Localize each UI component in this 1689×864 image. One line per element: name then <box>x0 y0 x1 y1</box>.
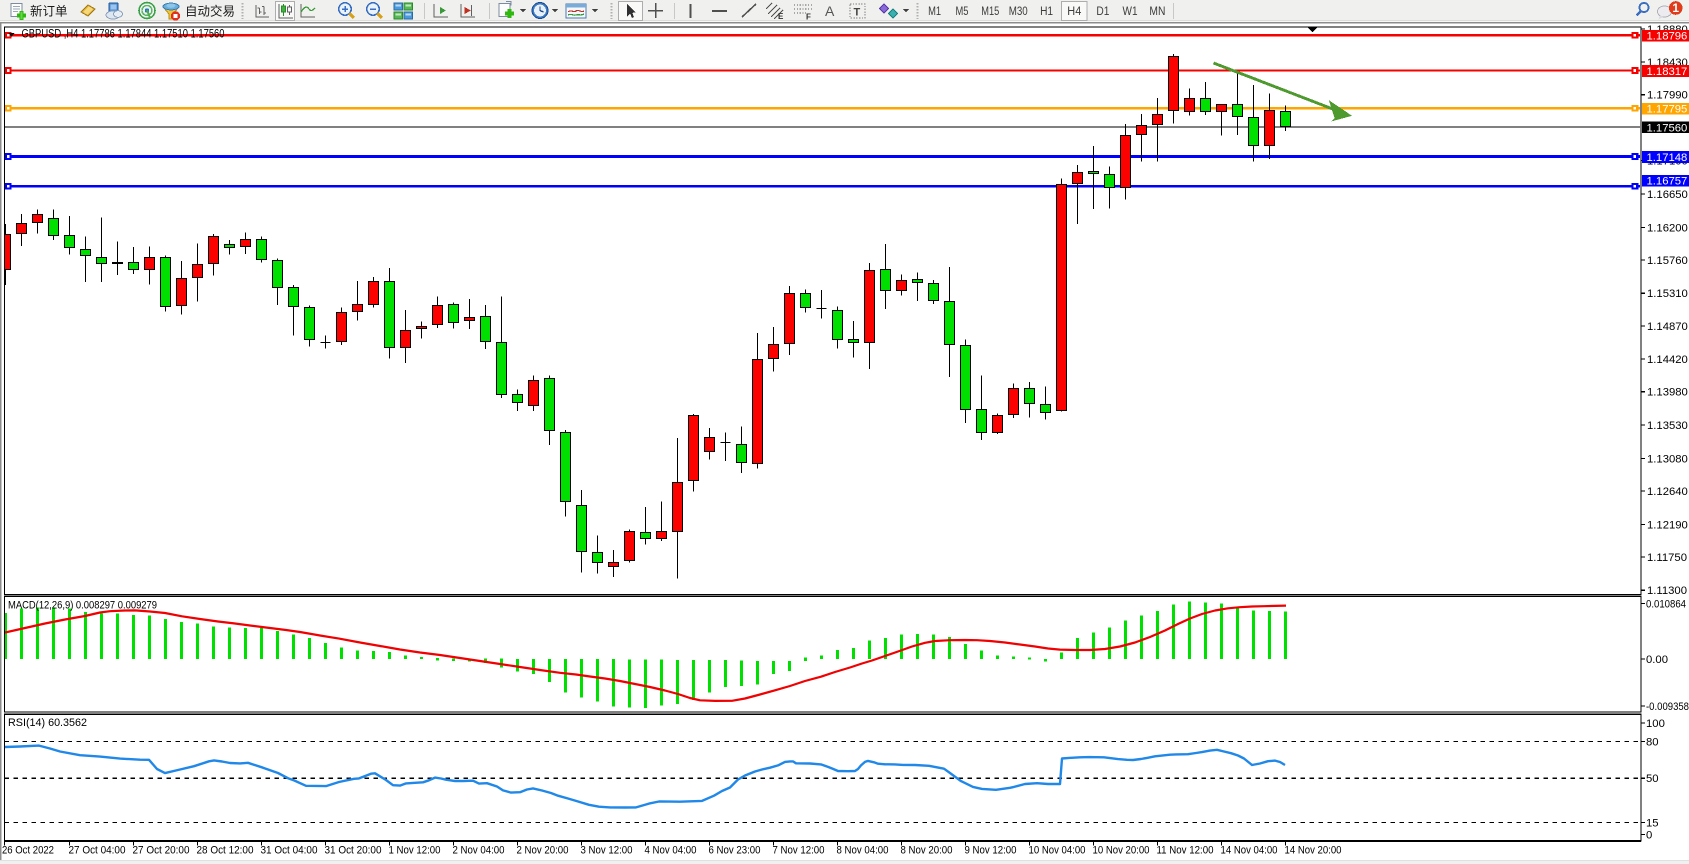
svg-text:0.010864: 0.010864 <box>1646 598 1686 610</box>
svg-text:1.16757: 1.16757 <box>1647 176 1688 188</box>
svg-text:100: 100 <box>1646 718 1665 730</box>
svg-text:6 Nov 23:00: 6 Nov 23:00 <box>709 845 761 857</box>
svg-text:M30: M30 <box>1009 6 1028 18</box>
svg-text:15: 15 <box>1646 818 1659 830</box>
svg-text:W1: W1 <box>1123 6 1138 18</box>
svg-text:28 Oct 12:00: 28 Oct 12:00 <box>197 845 254 857</box>
svg-text:1 Nov 12:00: 1 Nov 12:00 <box>389 845 441 857</box>
svg-text:1.12190: 1.12190 <box>1647 519 1688 531</box>
svg-text:M5: M5 <box>956 6 969 18</box>
svg-text:1.17795: 1.17795 <box>1647 104 1688 116</box>
svg-text:D1: D1 <box>1096 6 1109 18</box>
svg-text:4 Nov 04:00: 4 Nov 04:00 <box>645 845 697 857</box>
svg-text:1: 1 <box>1672 1 1679 15</box>
svg-text:1.15310: 1.15310 <box>1647 288 1688 300</box>
svg-text:2 Nov 20:00: 2 Nov 20:00 <box>517 845 569 857</box>
svg-text:14 Nov 04:00: 14 Nov 04:00 <box>1221 845 1278 857</box>
svg-text:1.12640: 1.12640 <box>1647 486 1688 498</box>
svg-text:MACD(12,26,9) 0.008297 0.00927: MACD(12,26,9) 0.008297 0.009279 <box>8 600 157 612</box>
svg-text:1.17560: 1.17560 <box>1647 122 1688 134</box>
svg-text:1.13080: 1.13080 <box>1647 453 1688 465</box>
svg-text:14 Nov 20:00: 14 Nov 20:00 <box>1285 845 1342 857</box>
svg-text:RSI(14) 60.3562: RSI(14) 60.3562 <box>8 717 87 729</box>
svg-text:1.15760: 1.15760 <box>1647 255 1688 267</box>
svg-text:H1: H1 <box>1040 6 1053 18</box>
svg-text:1.14420: 1.14420 <box>1647 354 1688 366</box>
svg-text:1.16650: 1.16650 <box>1647 189 1688 201</box>
svg-text:10 Nov 04:00: 10 Nov 04:00 <box>1029 845 1086 857</box>
svg-text:M15: M15 <box>981 6 999 18</box>
svg-text:1.11300: 1.11300 <box>1647 585 1687 597</box>
svg-text:1.17148: 1.17148 <box>1647 152 1688 164</box>
svg-text:T: T <box>854 7 861 19</box>
svg-text:MN: MN <box>1149 6 1165 18</box>
svg-text:-0.009358: -0.009358 <box>1646 701 1689 713</box>
svg-text:31 Oct 20:00: 31 Oct 20:00 <box>325 845 382 857</box>
svg-text:E: E <box>778 12 784 21</box>
svg-text:新订单: 新订单 <box>30 4 68 19</box>
svg-text:0: 0 <box>1646 830 1652 842</box>
svg-text:31 Oct 04:00: 31 Oct 04:00 <box>261 845 318 857</box>
svg-text:27 Oct 04:00: 27 Oct 04:00 <box>69 845 126 857</box>
svg-text:M1: M1 <box>928 6 941 18</box>
svg-text:1.13980: 1.13980 <box>1647 387 1688 399</box>
svg-text:1.16200: 1.16200 <box>1647 222 1688 234</box>
svg-text:1.11750: 1.11750 <box>1647 552 1687 564</box>
svg-text:8 Nov 04:00: 8 Nov 04:00 <box>837 845 889 857</box>
svg-text:1.17990: 1.17990 <box>1647 90 1688 102</box>
svg-text:1.14870: 1.14870 <box>1647 321 1688 333</box>
svg-text:0.00: 0.00 <box>1646 654 1668 666</box>
svg-text:2 Nov 04:00: 2 Nov 04:00 <box>453 845 505 857</box>
svg-text:GBPUSD ,H4 1.17786 1.17844 1.: GBPUSD ,H4 1.17786 1.17844 1.17510 1.175… <box>22 29 225 41</box>
svg-text:11 Nov 12:00: 11 Nov 12:00 <box>1157 845 1214 857</box>
svg-text:3 Nov 12:00: 3 Nov 12:00 <box>581 845 633 857</box>
svg-text:1.18796: 1.18796 <box>1647 31 1688 43</box>
svg-text:8 Nov 20:00: 8 Nov 20:00 <box>901 845 953 857</box>
svg-text:1.13530: 1.13530 <box>1647 420 1688 432</box>
svg-text:27 Oct 20:00: 27 Oct 20:00 <box>133 845 190 857</box>
svg-text:26 Oct 2022: 26 Oct 2022 <box>2 845 54 857</box>
svg-text:10 Nov 20:00: 10 Nov 20:00 <box>1093 845 1150 857</box>
svg-text:1.18317: 1.18317 <box>1647 66 1688 78</box>
svg-text:7 Nov 12:00: 7 Nov 12:00 <box>773 845 825 857</box>
svg-text:80: 80 <box>1646 737 1659 749</box>
svg-text:9 Nov 12:00: 9 Nov 12:00 <box>965 845 1017 857</box>
svg-text:F: F <box>806 13 811 22</box>
svg-text:自动交易: 自动交易 <box>185 4 235 19</box>
svg-text:H4: H4 <box>1067 6 1082 18</box>
svg-text:50: 50 <box>1646 773 1659 785</box>
svg-text:A: A <box>825 3 835 19</box>
